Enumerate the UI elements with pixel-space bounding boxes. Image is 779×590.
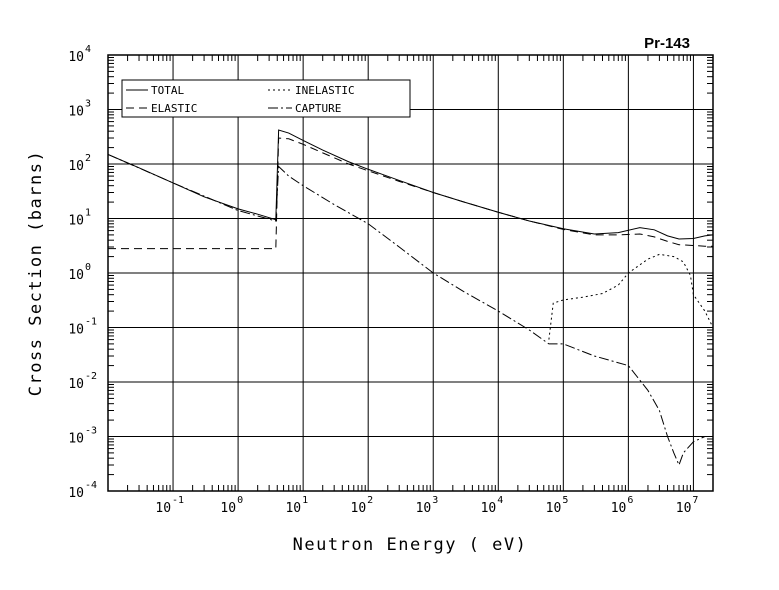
series-layer — [107, 129, 714, 467]
chart-title: Pr-143 — [644, 35, 690, 52]
x-tick-exponent: 0 — [237, 495, 243, 506]
x-tick-exponent: -1 — [172, 495, 184, 506]
tick-layer: 10-1100101102103104105106107104103102101… — [68, 44, 713, 516]
y-tick-exponent: 2 — [85, 153, 91, 164]
y-tick-exponent: -2 — [85, 371, 97, 382]
y-tick-exponent: 3 — [85, 99, 91, 110]
y-tick-exponent: -3 — [85, 426, 97, 437]
x-tick-label: 10 — [546, 501, 562, 516]
y-tick-label: 10 — [68, 105, 84, 120]
x-tick-exponent: 2 — [367, 495, 373, 506]
x-tick-label: 10 — [220, 501, 236, 516]
x-tick-exponent: 6 — [627, 495, 633, 506]
y-tick-exponent: 1 — [85, 208, 91, 219]
y-tick-label: 10 — [68, 50, 84, 65]
x-tick-exponent: 7 — [692, 495, 698, 506]
legend-label-total: TOTAL — [151, 84, 184, 97]
legend-box — [121, 79, 411, 118]
legend-label-inelastic: INELASTIC — [295, 84, 355, 97]
series-line-capture — [107, 153, 713, 467]
legend: TOTAL INELASTIC ELASTIC CAPTURE — [121, 79, 411, 118]
x-tick-label: 10 — [155, 501, 171, 516]
y-tick-label: 10 — [68, 214, 84, 229]
y-tick-exponent: -1 — [85, 317, 97, 328]
plot-frame — [107, 54, 714, 492]
y-tick-label: 10 — [68, 268, 84, 283]
x-tick-exponent: 4 — [497, 495, 503, 506]
y-tick-label: 10 — [68, 486, 84, 501]
y-axis-label: Cross Section (barns) — [26, 150, 46, 396]
y-tick-exponent: 4 — [85, 44, 91, 55]
y-tick-label: 10 — [68, 159, 84, 174]
series-line-elastic — [108, 137, 713, 250]
y-tick-label: 10 — [68, 377, 84, 392]
y-tick-label: 10 — [68, 432, 84, 447]
x-tick-label: 10 — [351, 501, 367, 516]
series-line-total — [107, 129, 714, 240]
x-tick-exponent: 1 — [302, 495, 308, 506]
x-tick-exponent: 3 — [432, 495, 438, 506]
y-tick-label: 10 — [68, 323, 84, 338]
legend-label-capture: CAPTURE — [295, 102, 341, 115]
legend-label-elastic: ELASTIC — [151, 102, 197, 115]
x-tick-label: 10 — [285, 501, 301, 516]
x-tick-label: 10 — [481, 501, 497, 516]
x-tick-label: 10 — [676, 501, 692, 516]
y-tick-exponent: -4 — [85, 480, 97, 491]
x-axis-label: Neutron Energy ( eV) — [293, 535, 528, 555]
series-line-inelastic — [548, 253, 714, 340]
x-tick-label: 10 — [611, 501, 627, 516]
x-tick-label: 10 — [416, 501, 432, 516]
y-tick-exponent: 0 — [85, 262, 91, 273]
x-tick-exponent: 5 — [562, 495, 568, 506]
